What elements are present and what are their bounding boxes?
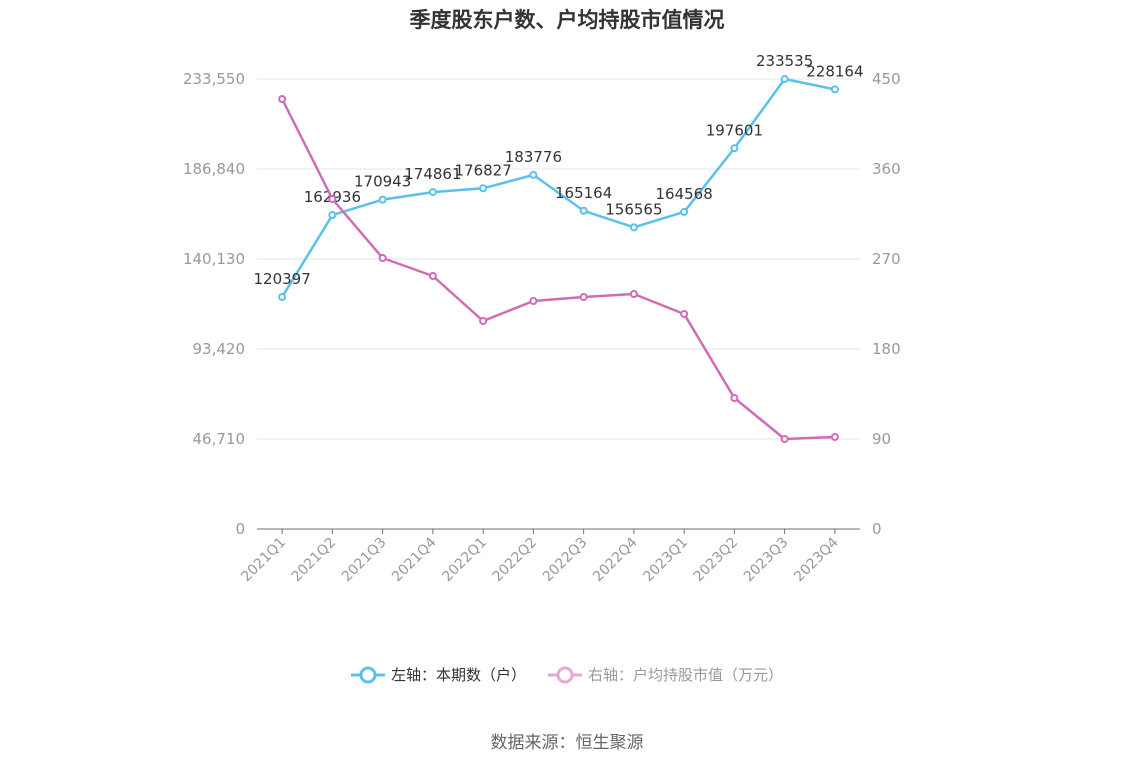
right-axis-tick-label: 90: [872, 430, 891, 448]
data-point-right: [328, 195, 337, 203]
x-axis-tick-label: 2022Q4: [590, 534, 641, 585]
legend-marker-left-icon: [350, 666, 385, 683]
right-axis-tick-label: 450: [872, 70, 901, 88]
data-point-right: [529, 297, 538, 305]
data-point-left: [378, 195, 387, 204]
left-axis-tick-label: 93,420: [193, 340, 246, 358]
legend-item-left-series[interactable]: 左轴：本期数（户）: [350, 664, 526, 685]
data-point-left: [579, 206, 588, 215]
data-label: 183776: [505, 148, 562, 166]
data-label: 197601: [706, 121, 763, 139]
right-axis-tick-label: 0: [872, 520, 882, 538]
data-point-left: [428, 188, 437, 197]
data-label: 233535: [756, 52, 813, 70]
left-axis-tick-label: 0: [235, 520, 245, 538]
data-label: 165164: [555, 184, 612, 202]
data-label: 156565: [605, 200, 662, 218]
legend-label-right: 右轴：户均持股市值（万元）: [588, 666, 784, 684]
data-point-left: [680, 207, 689, 216]
data-label: 170943: [354, 173, 411, 191]
left-axis-tick-label: 46,710: [193, 430, 246, 448]
data-point-right: [378, 254, 387, 262]
data-point-left: [629, 223, 638, 232]
x-axis-tick-label: 2023Q3: [741, 535, 792, 586]
x-axis-tick-label: 2021Q2: [289, 535, 340, 586]
legend: 左轴：本期数（户） 右轴：户均持股市值（万元）: [0, 664, 1134, 685]
data-point-right: [428, 272, 437, 280]
x-axis-tick-label: 2022Q3: [540, 535, 591, 586]
data-point-right: [579, 293, 588, 301]
series-line-left: [281, 77, 836, 298]
x-axis-tick-label: 2021Q4: [389, 534, 440, 585]
data-point-right: [278, 95, 287, 103]
left-axis-tick-label: 186,840: [183, 160, 245, 178]
right-axis-tick-label: 180: [872, 340, 901, 358]
chart-title: 季度股东户数、户均持股市值情况: [409, 8, 725, 32]
right-axis-tick-label: 360: [872, 160, 901, 178]
data-point-right: [780, 435, 789, 443]
legend-item-right-series[interactable]: 右轴：户均持股市值（万元）: [548, 664, 783, 685]
left-axis-tick-label: 140,130: [183, 250, 245, 268]
x-axis-tick-label: 2022Q1: [439, 535, 490, 586]
data-point-right: [680, 310, 689, 318]
legend-label-left: 左轴：本期数（户）: [390, 666, 526, 684]
x-axis-tick-label: 2023Q1: [640, 535, 691, 586]
x-axis-tick-label: 2021Q3: [339, 535, 390, 586]
x-axis-tick-label: 2023Q4: [791, 534, 842, 585]
x-axis-tick-label: 2023Q2: [691, 535, 742, 586]
source-note: 数据来源：恒生聚源: [490, 733, 644, 753]
data-point-right: [730, 394, 739, 402]
data-label: 120397: [253, 270, 310, 288]
series-line-right: [281, 98, 835, 441]
data-label: 176827: [454, 161, 511, 179]
x-axis-tick-label: 2021Q1: [238, 535, 289, 586]
data-point-right: [830, 433, 839, 441]
data-label: 228164: [806, 62, 863, 80]
data-point-left: [780, 75, 789, 84]
legend-marker-right-icon: [548, 666, 582, 683]
data-point-right: [479, 317, 488, 325]
right-axis-tick-label: 270: [872, 250, 901, 268]
x-axis-tick-label: 2022Q2: [490, 535, 541, 586]
data-point-right: [629, 290, 638, 298]
data-label: 174861: [404, 165, 461, 183]
data-point-left: [479, 184, 488, 193]
left-axis-tick-label: 233,550: [183, 70, 245, 88]
data-point-left: [328, 211, 337, 220]
data-point-left: [529, 170, 538, 179]
data-point-left: [730, 144, 739, 153]
data-label: 164568: [655, 185, 712, 203]
data-point-left: [830, 85, 839, 94]
data-point-left: [278, 293, 287, 302]
